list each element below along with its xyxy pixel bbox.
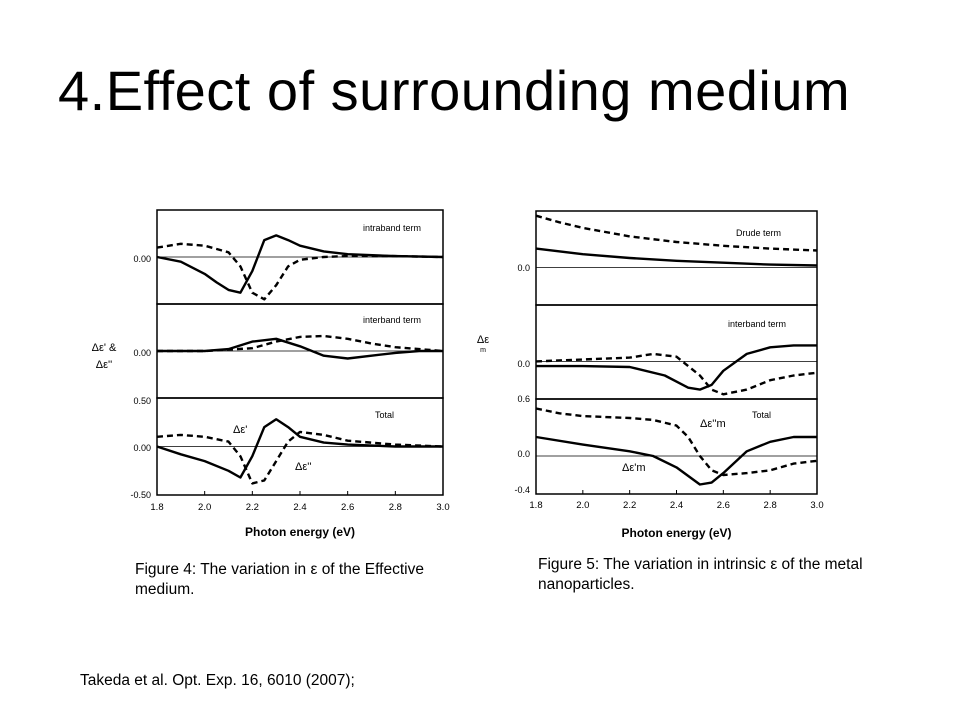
fig5-xtick-label: 1.8 [529,500,542,511]
fig5-series-dashed-line [535,352,818,396]
fig4-series-dashed-line [157,334,444,353]
fig4-ytick-label: -0.50 [130,490,151,500]
fig4-xtick-label: 2.4 [293,502,306,513]
figure5-caption: Figure 5: The variation in intrinsic ε o… [538,556,863,593]
fig4-ytick-label: 0.00 [133,443,151,453]
fig5-xtick-label: 3.0 [810,500,823,511]
fig5-xtick-label: 2.0 [576,500,589,511]
fig5-panel-frame [535,210,818,306]
fig4-xtick-label: 2.2 [246,502,259,513]
fig4-series-label: Δε'' [295,461,311,473]
fig5-ylabel: Δε [477,334,489,346]
fig4-ytick-label: 0.00 [133,254,151,264]
fig5-ytick-label: -0.4 [514,485,530,495]
fig5-series-solid-line [536,344,817,391]
fig5-xtick-label: 2.6 [717,500,730,511]
fig4-xtick-label: 3.0 [436,502,449,513]
fig4-xtick-label: 1.8 [150,502,163,513]
fig4-series-solid-line [156,234,444,294]
fig4-panel-label: intraband term [363,223,421,233]
fig5-panel-label: interband term [728,319,786,329]
fig4-panel-label: Total [375,410,394,420]
fig4-xlabel: Photon energy (eV) [245,525,355,539]
fig4-series-solid-line [157,337,443,360]
fig5-ytick-label: 0.0 [517,359,530,369]
fig4-ytick-label: 0.00 [133,348,151,358]
fig5-ytick-label: 0.0 [517,263,530,273]
fig5-panel-label: Drude term [736,228,781,238]
fig4-ytick-label: 0.50 [133,396,151,406]
fig5-ytick-label: 0.0 [517,449,530,459]
fig5-series-label: Δε''m [700,418,726,430]
fig4-xtick-label: 2.8 [389,502,402,513]
fig4-series-label: Δε' [233,424,247,436]
fig5-xtick-label: 2.8 [764,500,777,511]
figure4-caption: Figure 4: The variation in ε of the Effe… [135,561,424,598]
fig5-series-solid-line [535,435,817,486]
fig5-xtick-label: 2.2 [623,500,636,511]
citation: Takeda et al. Opt. Exp. 16, 6010 (2007); [80,672,355,689]
fig5-xtick-label: 2.4 [670,500,683,511]
fig4-ylabel: Δε'' [96,359,112,371]
fig4-series-solid-line [156,418,443,479]
fig5-series-label: Δε'm [622,462,646,474]
fig4-series-dashed-line [156,430,444,485]
fig5-series-solid-line [535,247,818,267]
fig5-xlabel: Photon energy (eV) [621,526,731,540]
fig4-xtick-label: 2.0 [198,502,211,513]
fig5-ylabel: m [480,347,486,354]
fig4-ylabel: Δε' & [92,342,117,354]
fig5-panel-frame [535,398,818,495]
fig4-series-dashed-line [156,242,444,301]
fig5-ytick-label: 0.6 [517,394,530,404]
slide-title: 4.Effect of surrounding medium [58,59,851,122]
fig4-panel-label: interband term [363,315,421,325]
fig5-panel-label: Total [752,410,771,420]
fig5-series-dashed-line [535,407,818,477]
fig4-xtick-label: 2.6 [341,502,354,513]
